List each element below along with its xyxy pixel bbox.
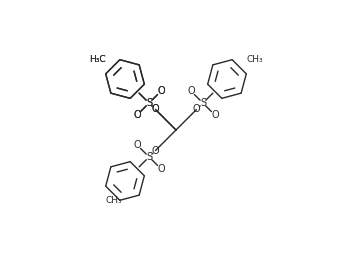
Text: O: O — [133, 140, 141, 150]
Text: S: S — [146, 98, 152, 108]
Text: O: O — [211, 110, 219, 120]
Text: O: O — [157, 86, 165, 96]
Text: O: O — [152, 104, 159, 114]
Text: O: O — [152, 104, 159, 114]
Text: S: S — [146, 98, 152, 108]
Text: O: O — [152, 146, 159, 156]
Text: O: O — [133, 110, 141, 120]
Text: O: O — [133, 110, 141, 120]
Text: S: S — [146, 152, 152, 162]
Text: O: O — [187, 86, 195, 96]
Text: CH₃: CH₃ — [106, 195, 122, 205]
Text: H₃C: H₃C — [89, 55, 106, 65]
Text: S: S — [200, 98, 206, 108]
Text: H₃C: H₃C — [89, 55, 106, 65]
Text: O: O — [157, 86, 165, 96]
Text: O: O — [193, 104, 200, 114]
Text: CH₃: CH₃ — [246, 55, 263, 65]
Text: O: O — [157, 164, 165, 174]
